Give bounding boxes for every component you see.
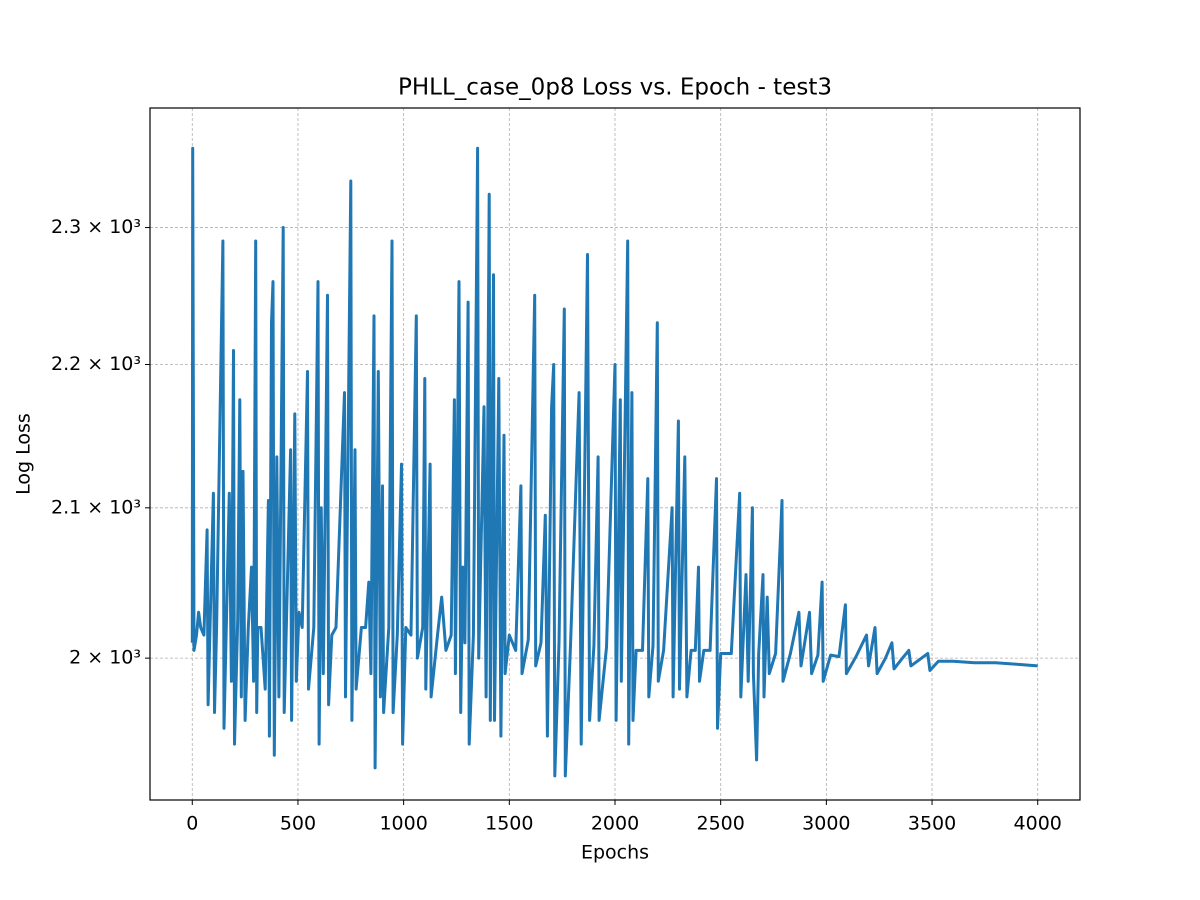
x-axis-label: Epochs [581,842,649,864]
x-tick-label: 500 [280,813,316,835]
x-tick-label: 1000 [379,813,427,835]
x-tick-label: 2000 [591,813,639,835]
x-tick-label: 3000 [802,813,850,835]
x-tick-label: 0 [186,813,198,835]
y-tick-label: 2.3 × 10³ [51,216,141,238]
loss-line [190,146,1038,778]
y-tick-label: 2.1 × 10³ [51,496,141,518]
y-tick-label: 2.2 × 10³ [51,353,141,375]
y-axis-label: Log Loss [13,413,35,495]
chart-title: PHLL_case_0p8 Loss vs. Epoch - test3 [398,75,832,101]
y-tick-label: 2 × 10³ [69,647,141,669]
x-tick-label: 4000 [1014,813,1062,835]
x-tick-label: 1500 [485,813,533,835]
x-tick-label: 3500 [908,813,956,835]
plot-frame [149,107,1081,801]
x-tick-label: 2500 [697,813,745,835]
